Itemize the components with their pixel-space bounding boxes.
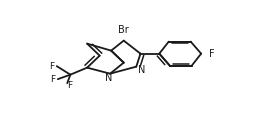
Text: N: N [138, 65, 145, 75]
Text: F: F [49, 62, 54, 71]
Text: N: N [105, 73, 113, 83]
Text: F: F [67, 81, 72, 90]
Text: F: F [50, 75, 55, 84]
Text: Br: Br [118, 25, 129, 35]
Text: F: F [209, 49, 215, 59]
